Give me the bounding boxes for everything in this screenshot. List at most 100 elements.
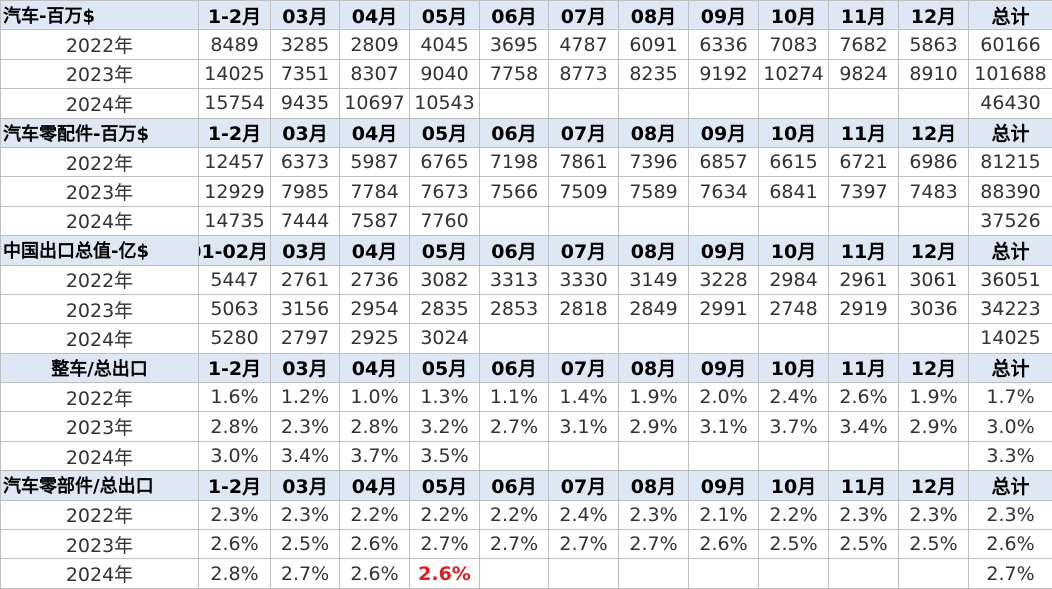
year-label: 2024年 [1,441,199,470]
column-header: 07月 [549,471,619,500]
column-header: 08月 [619,1,689,30]
data-cell [689,559,759,588]
section-title: 汽车-百万$ [1,1,199,30]
column-header: 11月 [829,118,899,147]
data-cell: 6857 [689,147,759,176]
data-cell [759,324,829,353]
data-cell: 2.7% [480,530,549,559]
data-cell: 5280 [199,324,271,353]
data-cell: 7682 [829,30,899,59]
column-header: 05月 [410,1,480,30]
column-header: 1-2月 [199,471,271,500]
data-cell: 14735 [199,206,271,235]
section-title: 整车/总出口 [1,353,199,382]
data-cell: 2.3% [969,500,1052,529]
data-cell: 2849 [619,294,689,323]
data-cell: 6721 [829,147,899,176]
column-header: 11月 [829,471,899,500]
data-cell: 2925 [340,324,410,353]
data-cell [829,324,899,353]
data-cell: 3.7% [340,441,410,470]
data-cell: 2736 [340,265,410,294]
data-cell: 2.6% [340,530,410,559]
year-label: 2022年 [1,265,199,294]
column-header: 09月 [689,118,759,147]
data-cell [549,206,619,235]
column-header: 11月 [829,1,899,30]
data-cell: 6986 [899,147,969,176]
data-cell: 2.0% [689,383,759,412]
column-header: 05月 [410,353,480,382]
data-cell: 2.7% [619,530,689,559]
data-cell: 2.8% [199,559,271,588]
data-cell: 3.3% [969,441,1052,470]
data-cell: 2.3% [829,500,899,529]
data-cell: 2.8% [199,412,271,441]
column-header: 12月 [899,236,969,265]
data-cell: 7396 [619,147,689,176]
column-header: 10月 [759,471,829,500]
data-cell: 3228 [689,265,759,294]
data-cell: 3.1% [689,412,759,441]
data-cell: 2.6% [410,559,480,588]
data-cell: 3.4% [829,412,899,441]
year-label: 2023年 [1,412,199,441]
data-cell: 2.9% [899,412,969,441]
column-header: 06月 [480,471,549,500]
data-cell [480,559,549,588]
data-cell: 81215 [969,147,1052,176]
data-cell: 2.6% [969,530,1052,559]
data-cell: 7634 [689,177,759,206]
data-cell [689,89,759,118]
year-label: 2024年 [1,89,199,118]
data-cell: 7509 [549,177,619,206]
data-cell: 3149 [619,265,689,294]
data-cell: 3036 [899,294,969,323]
data-cell: 2.7% [410,530,480,559]
data-cell: 7985 [271,177,340,206]
data-cell: 2.7% [969,559,1052,588]
data-cell: 7758 [480,59,549,88]
column-header: 03月 [271,236,340,265]
data-cell: 2.3% [619,500,689,529]
data-cell: 2954 [340,294,410,323]
data-cell: 60166 [969,30,1052,59]
data-cell [549,89,619,118]
data-cell: 2.1% [689,500,759,529]
column-header: 06月 [480,353,549,382]
data-cell: 3061 [899,265,969,294]
data-cell: 2835 [410,294,480,323]
data-cell: 1.9% [619,383,689,412]
data-cell: 2.2% [759,500,829,529]
column-header: 09月 [689,353,759,382]
data-cell: 7444 [271,206,340,235]
data-cell: 2.3% [271,500,340,529]
column-header: 11月 [829,236,899,265]
column-header: 09月 [689,1,759,30]
data-cell [689,324,759,353]
column-header: 11月 [829,353,899,382]
data-cell: 3.4% [271,441,340,470]
data-cell: 3156 [271,294,340,323]
data-cell: 10543 [410,89,480,118]
column-header: 04月 [340,118,410,147]
year-label: 2023年 [1,177,199,206]
data-cell: 2.7% [549,530,619,559]
data-cell: 46430 [969,89,1052,118]
column-header: 03月 [271,471,340,500]
year-label: 2022年 [1,383,199,412]
data-cell: 12457 [199,147,271,176]
data-cell: 10697 [340,89,410,118]
data-cell: 2.4% [759,383,829,412]
column-header: 05月 [410,118,480,147]
data-cell [619,324,689,353]
data-cell: 3.7% [759,412,829,441]
data-cell: 5447 [199,265,271,294]
